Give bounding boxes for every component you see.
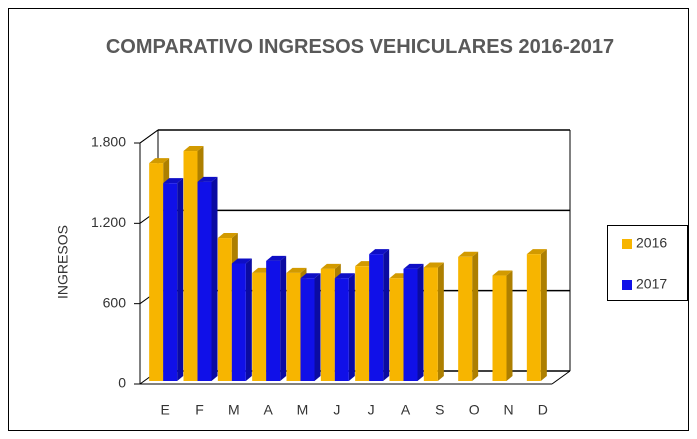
bar	[403, 263, 424, 381]
x-tick-label: F	[195, 402, 204, 418]
bar-face	[286, 272, 301, 381]
bar	[369, 249, 390, 381]
bar	[163, 178, 184, 381]
bar	[231, 258, 252, 381]
bar	[492, 270, 513, 381]
bar	[526, 249, 547, 381]
x-tick-label: S	[435, 402, 444, 418]
bar-face	[231, 263, 246, 381]
bar-face	[266, 260, 281, 381]
bar-face	[300, 273, 321, 279]
bar	[300, 273, 321, 381]
bar-face	[334, 273, 355, 279]
floor-line	[551, 370, 571, 385]
y-tick-label: 600	[103, 294, 127, 310]
bar-face	[217, 238, 232, 381]
chart-title: COMPARATIVO INGRESOS VEHICULARES 2016-20…	[105, 36, 615, 58]
bar-face	[245, 258, 252, 381]
bar-face	[458, 256, 473, 381]
bar-face	[506, 270, 513, 381]
chart-border	[8, 8, 689, 431]
bar	[266, 255, 287, 381]
bar-face	[320, 268, 335, 381]
x-tick-label: M	[297, 402, 309, 418]
bar	[423, 262, 444, 381]
bar-face	[149, 163, 164, 381]
bar-face	[280, 255, 287, 381]
bar-face	[423, 267, 438, 381]
bar	[197, 176, 218, 381]
legend-label: 2016	[636, 235, 667, 251]
bar-face	[211, 176, 218, 381]
bar-face	[334, 278, 349, 381]
bar-face	[417, 263, 424, 381]
bar-face	[383, 249, 390, 381]
bar-face	[403, 263, 424, 269]
y-tick-label: 0	[118, 375, 126, 391]
bar-face	[540, 249, 547, 381]
bar-face	[177, 178, 184, 381]
bar-face	[526, 254, 541, 381]
x-tick-label: J	[333, 402, 340, 418]
bar-face	[369, 254, 384, 381]
x-tick-label: N	[503, 402, 513, 418]
bar-face	[492, 270, 513, 276]
bar-face	[149, 158, 170, 164]
x-tick-label: D	[538, 402, 548, 418]
y-axis-label: INGRESOS	[55, 225, 71, 299]
bar-face	[300, 278, 315, 381]
bar-face	[217, 233, 238, 239]
y-tick-label: 1.800	[91, 134, 126, 150]
bar-face	[403, 268, 418, 381]
bar-face	[197, 181, 212, 381]
legend-label: 2017	[636, 276, 667, 292]
bar-face	[369, 249, 390, 255]
bar-face	[458, 251, 479, 257]
y-tick-label: 1.200	[91, 214, 126, 230]
bar-face	[252, 272, 267, 381]
bar-face	[355, 266, 370, 381]
bar-face	[266, 255, 287, 261]
x-tick-label: M	[228, 402, 240, 418]
x-tick-label: E	[160, 402, 169, 418]
legend-swatch	[622, 280, 632, 290]
bar-face	[163, 183, 178, 381]
bar-face	[320, 263, 341, 269]
legend-border	[607, 225, 688, 301]
bar-face	[197, 176, 218, 182]
bar	[458, 251, 479, 381]
bar-face	[183, 146, 204, 152]
bar-face	[526, 249, 547, 255]
x-tick-label: A	[401, 402, 411, 418]
bar-face	[163, 178, 184, 184]
bar-face	[389, 278, 404, 381]
x-tick-label: J	[368, 402, 375, 418]
bar	[334, 273, 355, 381]
bar-face	[437, 262, 444, 381]
bar-face	[231, 258, 252, 264]
x-tick-label: O	[469, 402, 480, 418]
bar-face	[492, 275, 507, 381]
bar-face	[183, 151, 198, 381]
x-tick-label: A	[263, 402, 273, 418]
grid-line	[139, 129, 159, 144]
bar-face	[286, 267, 307, 273]
bar-face	[423, 262, 444, 268]
bar-face	[314, 273, 321, 381]
legend-swatch	[622, 239, 632, 249]
bar-face	[472, 251, 479, 381]
bar-face	[348, 273, 355, 381]
